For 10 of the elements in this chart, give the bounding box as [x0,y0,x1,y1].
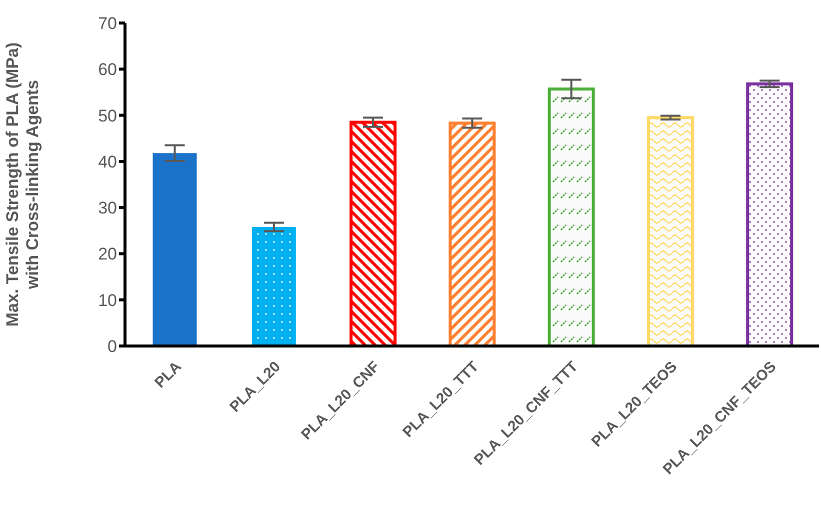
y-tick-label: 60 [98,60,117,80]
y-axis-title: Max. Tensile Strength of PLA (MPa) with Cross-linking Agents [2,42,42,327]
y-tick-label: 10 [98,290,117,310]
y-tick-label: 30 [98,198,117,218]
y-tick-label: 70 [98,14,117,34]
y-tick-label: 40 [98,152,117,172]
y-tick-label: 0 [108,337,117,356]
y-tick-label: 50 [98,106,117,126]
x-tick-label: PLA [152,358,185,392]
y-tick-label: 20 [98,244,117,264]
